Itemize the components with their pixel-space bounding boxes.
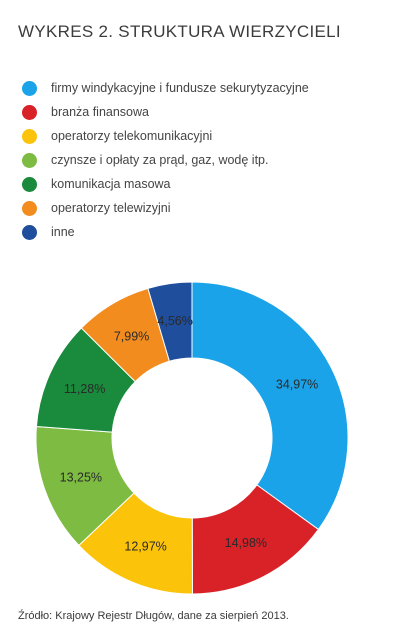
slice-value-label: 14,98% [225,536,267,550]
legend-label: operatorzy telewizyjni [51,201,171,215]
legend-item: firmy windykacyjne i fundusze sekurytyza… [22,76,309,100]
legend-swatch [22,80,37,96]
legend-label: firmy windykacyjne i fundusze sekurytyza… [51,81,309,95]
legend-label: branża finansowa [51,105,149,119]
legend-item: operatorzy telekomunikacyjni [22,124,309,148]
donut-slice [191,281,349,531]
legend-item: komunikacja masowa [22,172,309,196]
legend-label: operatorzy telekomunikacyjni [51,129,213,143]
slice-value-label: 11,28% [64,382,105,396]
source-note: Źródło: Krajowy Rejestr Długów, dane za … [18,610,289,622]
legend-label: komunikacja masowa [51,177,171,191]
donut-slice [147,281,193,362]
legend-item: inne [22,220,309,244]
slice-value-label: 7,99% [114,330,149,344]
chart-title: WYKRES 2. STRUKTURA WIERZYCIELI [18,22,341,41]
legend-item: czynsze i opłaty za prąd, gaz, wodę itp. [22,148,309,172]
legend-swatch [22,152,37,168]
legend-item: operatorzy telewizyjni [22,196,309,220]
donut-chart-svg: 34,97% 14,98% 12,97% 13,25% 11,28% 7,99% 4,56% [35,281,349,595]
chart-legend: firmy windykacyjne i fundusze sekurytyza… [22,76,309,244]
legend-label: inne [51,225,75,239]
slice-value-label: 12,97% [124,539,166,553]
legend-swatch [22,104,37,120]
slice-value-label: 13,25% [60,471,102,485]
legend-item: branża finansowa [22,100,309,124]
slice-value-label: 4,56% [157,314,192,328]
donut-chart: 34,97% 14,98% 12,97% 13,25% 11,28% 7,99% 4,56% [0,270,400,610]
legend-swatch [22,176,37,192]
legend-swatch [22,224,37,240]
legend-swatch [22,128,37,144]
legend-swatch [22,200,37,216]
legend-label: czynsze i opłaty za prąd, gaz, wodę itp. [51,153,269,167]
slice-value-label: 34,97% [276,377,318,391]
